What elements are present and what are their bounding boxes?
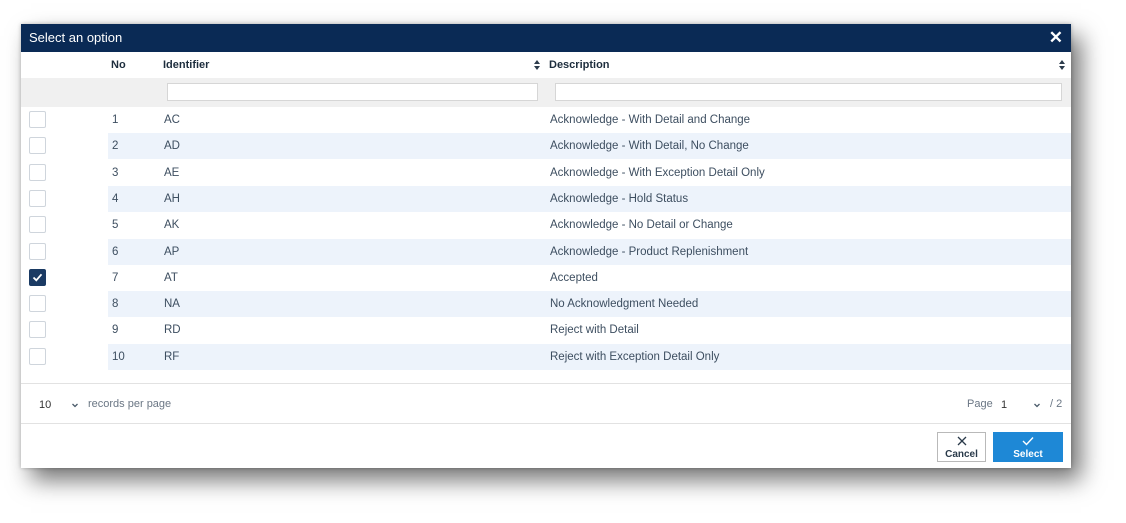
chevron-down-icon[interactable] [71,398,79,416]
check-icon [32,273,43,282]
cell-identifier: AT [164,271,178,284]
cell-description: Acknowledge - With Detail, No Change [550,140,749,153]
select-button[interactable]: Select [993,432,1063,462]
table-row[interactable]: 1 AC Acknowledge - With Detail and Change [21,107,1071,133]
cell-identifier: AH [164,192,180,205]
sort-description-icon[interactable] [1058,59,1066,71]
cell-identifier: AP [164,245,180,258]
cancel-button-label: Cancel [945,449,978,460]
table-row[interactable]: 6 AP Acknowledge - Product Replenishment [21,238,1071,265]
cell-identifier: AK [164,219,180,232]
column-header-description[interactable]: Description [549,59,610,71]
row-stripe [108,238,1071,265]
cell-identifier: RD [164,324,181,337]
sort-identifier-icon[interactable] [533,59,541,71]
row-checkbox[interactable] [29,137,46,155]
cell-no: 8 [112,298,119,311]
cancel-button[interactable]: Cancel [937,432,986,462]
page-select[interactable]: 1 [1001,399,1008,411]
table-row[interactable]: 7 AT Accepted [21,265,1071,291]
dialog-title: Select an option [29,30,123,45]
cell-no: 9 [112,324,119,337]
cell-identifier: NA [164,298,180,311]
description-filter-input[interactable] [555,83,1062,101]
cell-no: 1 [112,114,119,126]
cell-description: Acknowledge - With Detail and Change [550,114,751,126]
cell-identifier: AD [164,140,180,153]
row-checkbox[interactable] [29,242,46,260]
per-page-select[interactable]: 10 [39,399,52,411]
table-row[interactable]: 8 NA No Acknowledgment Needed [21,291,1071,318]
close-icon[interactable]: ✕ [1048,28,1063,47]
row-stripe [108,343,1071,370]
cell-description: Acknowledge - Hold Status [550,192,689,205]
column-header-no[interactable]: No [111,59,126,71]
page-total: / 2 [1050,398,1063,410]
row-checkbox[interactable] [29,295,46,313]
cell-no: 10 [112,350,125,363]
cell-no: 6 [112,245,119,258]
row-checkbox[interactable] [29,216,46,234]
check-icon [994,436,1062,448]
cell-no: 3 [112,166,119,179]
filter-row [21,78,1071,107]
table-row[interactable]: 4 AH Acknowledge - Hold Status [21,185,1071,212]
table-row[interactable]: 9 RD Reject with Detail [21,317,1071,343]
chevron-down-icon[interactable] [1033,398,1041,416]
row-checkbox[interactable] [29,163,46,181]
table-row[interactable]: 10 RF Reject with Exception Detail Only [21,343,1071,370]
row-checkbox[interactable] [29,321,46,339]
cell-description: Reject with Detail [550,324,639,337]
row-stripe [108,291,1071,318]
dialog-titlebar: Select an option ✕ [21,24,1071,52]
row-stripe [108,133,1071,160]
page-label: Page [967,398,993,410]
cell-identifier: RF [164,350,180,363]
close-icon [938,436,985,448]
row-checkbox[interactable] [29,347,46,365]
table-row[interactable]: 2 AD Acknowledge - With Detail, No Change [21,133,1071,160]
cell-description: No Acknowledgment Needed [550,298,699,311]
row-stripe [108,185,1071,212]
cell-description: Acknowledge - Product Replenishment [550,245,749,258]
row-checkbox[interactable] [29,268,46,286]
identifier-filter-input[interactable] [167,83,538,101]
cell-description: Acknowledge - With Exception Detail Only [550,166,765,179]
row-checkbox[interactable] [29,111,46,128]
cell-description: Acknowledge - No Detail or Change [550,219,733,232]
cell-identifier: AE [164,166,180,179]
select-button-label: Select [1013,449,1043,460]
table-row[interactable]: 3 AE Acknowledge - With Exception Detail O… [21,160,1071,186]
select-option-dialog: Select an option ✕ No Identifier Descrip… [21,24,1071,468]
cell-no: 5 [112,219,119,232]
cell-no: 7 [112,271,119,284]
cell-identifier: AC [164,114,180,126]
records-per-page-label: records per page [88,398,172,410]
cell-description: Accepted [550,271,598,284]
table-header: No Identifier Description [21,52,1071,78]
column-header-identifier[interactable]: Identifier [163,59,210,71]
cell-no: 2 [112,140,119,153]
cell-description: Reject with Exception Detail Only [550,350,720,363]
table-row[interactable]: 5 AK Acknowledge - No Detail or Change [21,212,1071,238]
footer-divider [21,383,1071,384]
row-checkbox[interactable] [29,189,46,207]
cell-no: 4 [112,192,119,205]
button-bar-divider [21,423,1071,424]
